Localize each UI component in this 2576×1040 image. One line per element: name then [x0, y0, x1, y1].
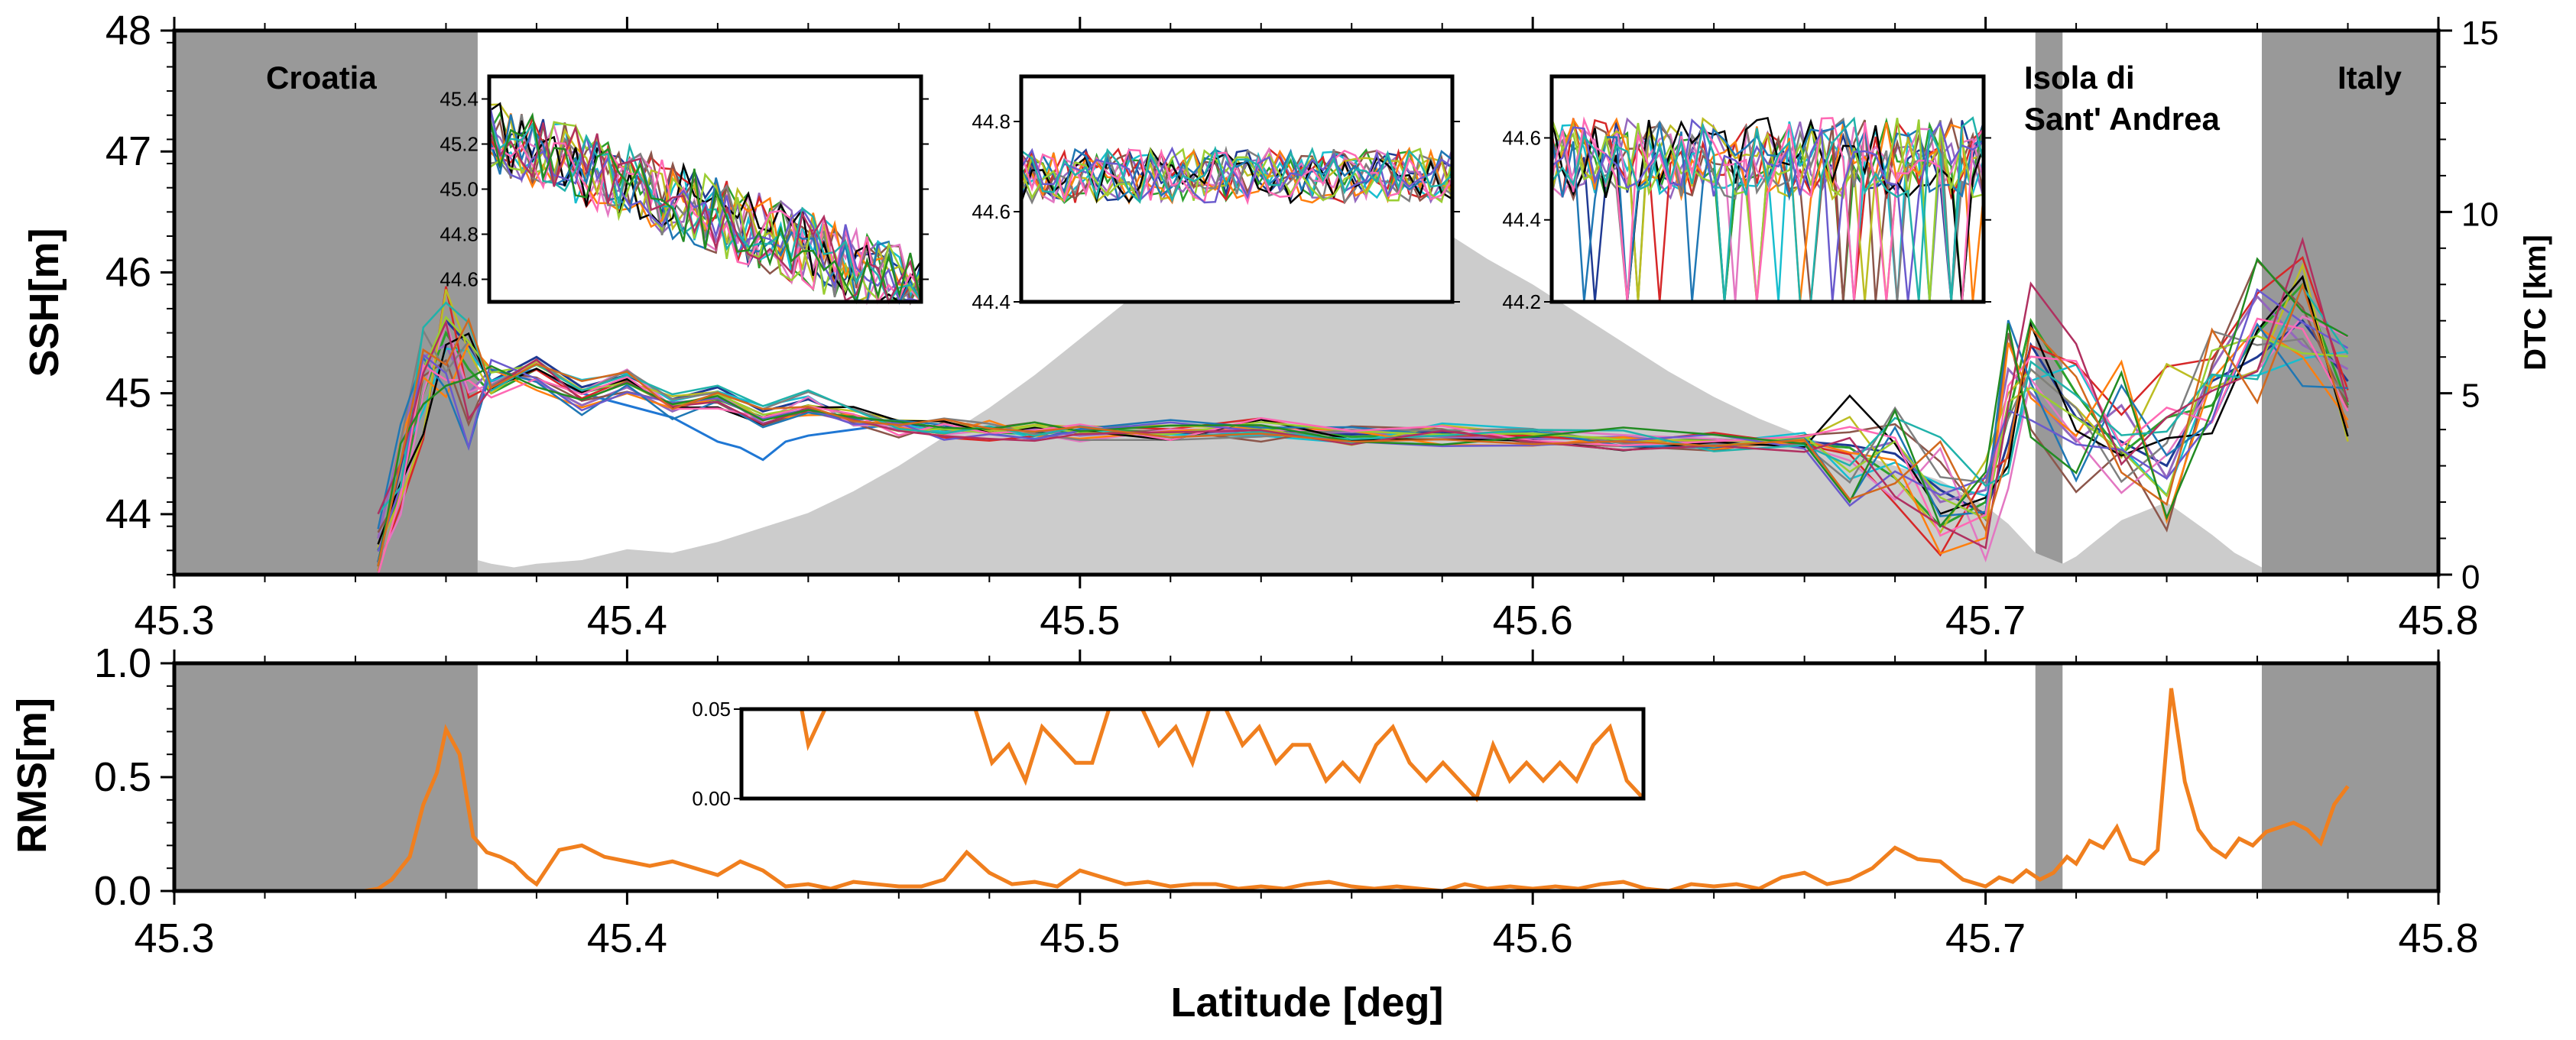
- y-tick-label: 15: [2461, 15, 2499, 52]
- x-tick-label: 45.8: [2398, 598, 2478, 643]
- inset-y-tick-label: 44.8: [972, 110, 1011, 133]
- land-region: [174, 31, 478, 575]
- inset-series-line: [1020, 146, 1454, 204]
- inset-series-line: [1020, 145, 1453, 204]
- inset-series-line: [1551, 118, 1984, 303]
- ssh-plot-frame: [172, 28, 2441, 577]
- ssh-series-line: [377, 236, 2349, 549]
- y-tick-label: 0.5: [94, 754, 151, 800]
- y-tick-label: 1.0: [94, 640, 151, 686]
- x-tick-label: 45.5: [1040, 598, 1120, 643]
- y-tick-label: 47: [105, 128, 151, 174]
- ssh-series-line: [377, 288, 2349, 552]
- inset-y-tick-label: 44.8: [440, 223, 479, 246]
- x-tick-label: 45.6: [1493, 915, 1573, 961]
- y-tick-label: 10: [2461, 196, 2499, 233]
- y-tick-label: 0.0: [94, 868, 151, 914]
- y-tick-label: 5: [2461, 377, 2480, 415]
- inset-y-tick-label: 0.00: [692, 787, 731, 810]
- inset-series-line: [1550, 117, 1984, 303]
- x-tick-label: 45.7: [1945, 598, 2026, 643]
- land-region: [2035, 31, 2063, 575]
- rms-inset: 0.00 0.05: [692, 698, 1646, 810]
- ssh-series-line: [377, 257, 2349, 566]
- x-tick-label: 45.5: [1040, 915, 1120, 961]
- inset-series-line: [488, 102, 922, 303]
- dtc-y-label: DTC [km]: [2519, 235, 2552, 371]
- inset-y-tick-label: 44.4: [972, 290, 1011, 313]
- inset-frame: [739, 707, 1646, 801]
- land-region: [2261, 663, 2438, 891]
- inset-y-tick-label: 44.2: [1502, 290, 1541, 313]
- inset-background: [741, 709, 1643, 799]
- inset-y-tick-label: 44.4: [1502, 209, 1541, 232]
- ssh-series: [377, 236, 2349, 575]
- rms-y-label: RMS[m]: [9, 698, 55, 854]
- inset-series-line: [1551, 116, 1985, 303]
- region-label-italy: Italy: [2338, 60, 2402, 96]
- region-label-isola-line1: Isola di: [2024, 60, 2135, 96]
- rms-series: [364, 688, 2350, 893]
- land-regions-bottom: [174, 663, 2438, 891]
- ssh-series-line: [377, 328, 2349, 575]
- y-tick-label: 46: [105, 249, 151, 295]
- y-tick-label: 48: [105, 8, 151, 53]
- ssh-panel: 45.3 45.4 45.5 45.6 45.7 45.8 44 45 46 47 48 0 5 10…: [21, 8, 2552, 643]
- y-tick-label: 44: [105, 491, 151, 537]
- inset-series-line: [1550, 116, 1985, 303]
- ssh-series-line: [377, 282, 2349, 566]
- inset-frame: [1019, 74, 1455, 304]
- inset-y-tick-label: 45.4: [440, 88, 479, 111]
- inset-series-line: [1550, 120, 1984, 303]
- region-label-isola-line2: Sant' Andrea: [2024, 101, 2220, 137]
- inset-y-tick-label: 0.05: [692, 698, 731, 721]
- inset-series-line: [488, 142, 923, 305]
- rms-y-ticks: 0.0 0.5 1.0: [94, 640, 174, 914]
- ssh-inset-1: 44.6 44.8 45.0 45.2 45.4: [440, 74, 929, 306]
- inset-y-tick-label: 44.6: [1502, 126, 1541, 149]
- inset-y-tick-label: 45.0: [440, 178, 479, 201]
- land-region: [174, 663, 478, 891]
- inset-series-line: [1020, 146, 1453, 204]
- rms-panel: 45.3 45.4 45.5 45.6 45.7 45.8 0.0 0.5 1.0 RMS[m…: [9, 640, 2479, 1025]
- ssh-inset-2: 44.4 44.6 44.8: [972, 74, 1460, 313]
- y-tick-label: 0: [2461, 559, 2480, 596]
- x-tick-label: 45.6: [1493, 598, 1573, 643]
- land-region: [2261, 31, 2438, 575]
- inset-y-tick-label: 44.6: [440, 268, 479, 291]
- rms-x-ticks: 45.3 45.4 45.5 45.6 45.7 45.8: [134, 650, 2479, 961]
- dtc-profile-area: [477, 204, 2262, 575]
- x-tick-label: 45.8: [2398, 915, 2478, 961]
- ssh-series-line: [377, 317, 2349, 575]
- x-tick-label: 45.7: [1945, 915, 2026, 961]
- land-regions: [174, 31, 2438, 575]
- rms-series-line: [364, 688, 2350, 893]
- inset-series-line: [488, 121, 923, 302]
- inset-y-tick-label: 45.2: [440, 133, 479, 156]
- y-tick-label: 45: [105, 371, 151, 416]
- ssh-y-label: SSH[m]: [21, 228, 67, 377]
- inset-frame: [1549, 74, 1986, 304]
- land-region: [2035, 663, 2063, 891]
- dtc-y-ticks: 0 5 10 15: [2438, 15, 2499, 596]
- ssh-x-ticks: 45.3 45.4 45.5 45.6 45.7 45.8: [134, 17, 2479, 643]
- x-tick-label: 45.4: [587, 598, 667, 643]
- inset-series-line: [488, 112, 923, 305]
- x-axis-label: Latitude [deg]: [1171, 980, 1444, 1025]
- region-label-croatia: Croatia: [266, 60, 377, 96]
- ssh-inset-3: 44.2 44.4 44.6: [1502, 74, 1991, 313]
- inset-series-line: [488, 122, 923, 305]
- inset-series-line: [1020, 148, 1454, 206]
- x-tick-label: 45.4: [587, 915, 667, 961]
- ssh-y-ticks: 44 45 46 47 48: [105, 8, 174, 575]
- x-tick-label: 45.3: [134, 915, 214, 961]
- inset-y-tick-label: 44.6: [972, 200, 1011, 223]
- x-tick-label: 45.3: [134, 598, 214, 643]
- dtc-area: [477, 204, 2262, 575]
